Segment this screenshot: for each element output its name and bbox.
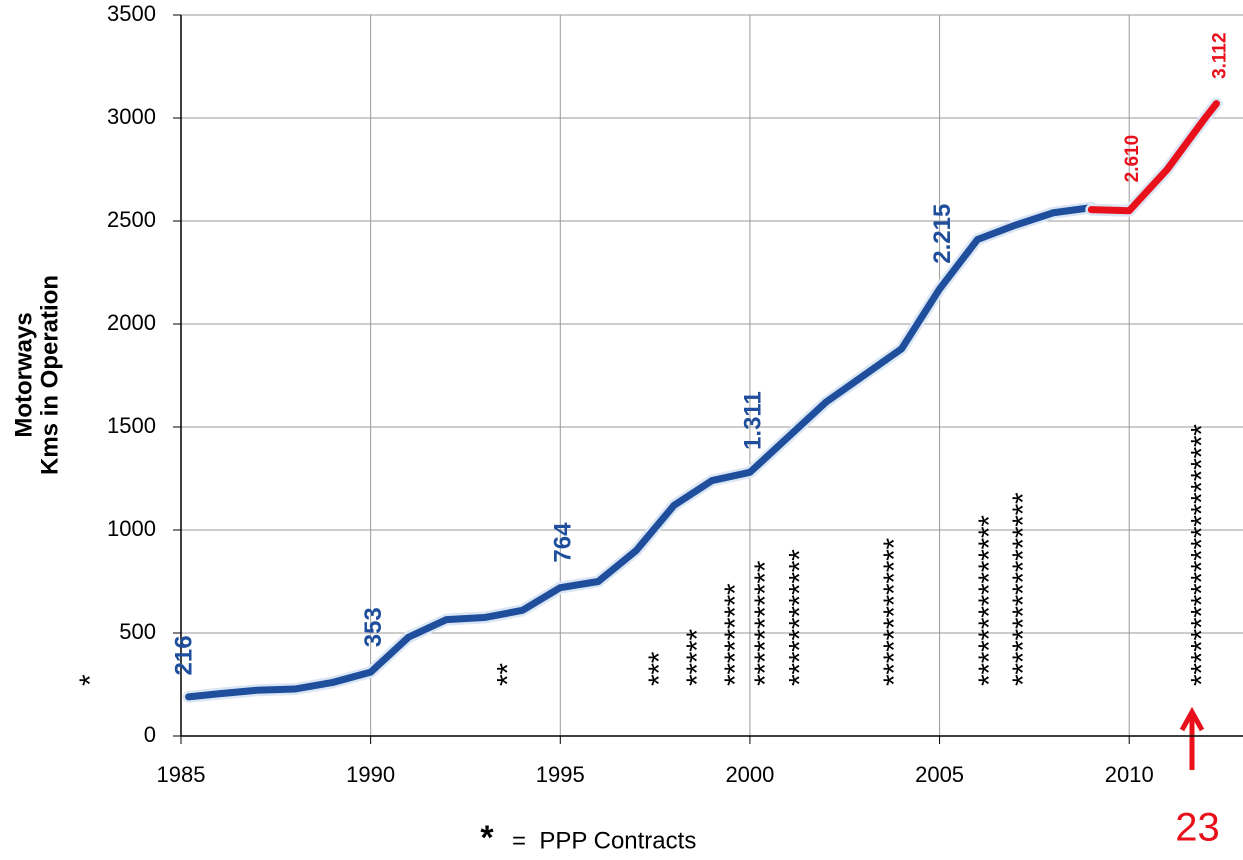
ppp-column: * bbox=[74, 674, 107, 686]
data-label: 1.311 bbox=[739, 391, 766, 450]
point-label: 216 bbox=[170, 635, 197, 675]
ppp-column: ** bbox=[491, 663, 524, 686]
arrow bbox=[1182, 712, 1202, 770]
point-label: 353 bbox=[360, 607, 387, 647]
y-tick-label: 1500 bbox=[107, 413, 156, 438]
legend-label: = PPP Contracts bbox=[512, 827, 696, 854]
y-tick-label: 1000 bbox=[107, 516, 156, 541]
ppp-column: *************** bbox=[973, 515, 1006, 686]
ppp-column: ************ bbox=[783, 549, 816, 686]
y-axis-title-line: Kms in Operation bbox=[36, 275, 63, 475]
legend-symbol: * bbox=[480, 819, 494, 857]
data-label: 216 bbox=[170, 635, 197, 675]
ppp-column: *********** bbox=[749, 560, 782, 686]
data-label: 764 bbox=[550, 522, 577, 563]
x-tick-label: 2005 bbox=[915, 762, 964, 787]
x-tick-label: 1985 bbox=[157, 762, 206, 787]
y-axis-title-line: Motorways bbox=[10, 312, 37, 437]
point-label: 764 bbox=[550, 522, 577, 563]
ppp-stars: *********************** bbox=[1185, 424, 1218, 686]
data-label: 2.610 bbox=[1122, 135, 1143, 183]
ppp-column: ***** bbox=[681, 629, 714, 686]
x-tick-label: 1990 bbox=[346, 762, 395, 787]
ppp-column: ********* bbox=[719, 583, 752, 686]
x-tick-label: 2000 bbox=[725, 762, 774, 787]
y-tick-label: 3500 bbox=[107, 1, 156, 26]
ppp-stars: ************ bbox=[783, 549, 816, 686]
ppp-stars: ************* bbox=[878, 538, 911, 686]
y-axis-title: Motorways Kms in Operation bbox=[10, 275, 63, 475]
data-label: 353 bbox=[360, 607, 387, 647]
point-label: 3.112 bbox=[1209, 32, 1230, 79]
x-tick-label: 2010 bbox=[1105, 762, 1154, 787]
ppp-column: ***************** bbox=[1007, 492, 1040, 686]
line bbox=[189, 208, 1092, 697]
line-halo bbox=[1091, 104, 1216, 211]
ppp-stars: *** bbox=[643, 651, 676, 686]
y-tick-label: 2000 bbox=[107, 310, 156, 335]
y-tick-label: 2500 bbox=[107, 207, 156, 232]
ppp-stars: ***** bbox=[681, 629, 714, 686]
point-label: 2.215 bbox=[929, 204, 956, 264]
point-label: 1.311 bbox=[739, 391, 766, 450]
chart: Motorways Kms in Operation 0 500 1000 1500 2… bbox=[0, 0, 1243, 860]
line-halo bbox=[189, 208, 1092, 697]
ppp-stars: *************** bbox=[973, 515, 1006, 686]
y-tick-label: 0 bbox=[144, 722, 156, 747]
annotation: 23 bbox=[1175, 806, 1220, 850]
ppp-stars: ** bbox=[491, 663, 524, 686]
ppp-column: *********************** bbox=[1185, 424, 1218, 686]
ppp-stars: ********* bbox=[719, 583, 752, 686]
ppp-column: *** bbox=[643, 651, 676, 686]
y-tick-label: 500 bbox=[119, 619, 156, 644]
ppp-stars: *********** bbox=[749, 560, 782, 686]
data-label: 3.112 bbox=[1209, 32, 1230, 79]
ppp-stars: * bbox=[74, 674, 107, 686]
ppp-column: ************* bbox=[878, 538, 911, 686]
point-label: 2.610 bbox=[1122, 135, 1143, 183]
y-tick-label: 3000 bbox=[107, 104, 156, 129]
data-label: 2.215 bbox=[929, 204, 956, 264]
x-tick-label: 1995 bbox=[536, 762, 585, 787]
ppp-stars: ***************** bbox=[1007, 492, 1040, 686]
